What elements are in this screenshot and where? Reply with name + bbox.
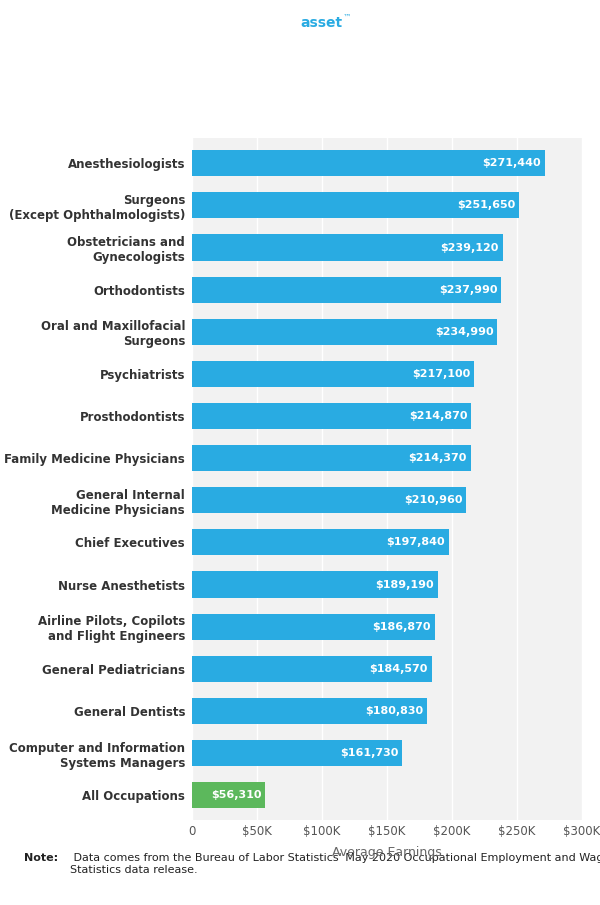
Bar	[192, 403, 472, 429]
X-axis label: Average Earnings: Average Earnings	[332, 846, 442, 859]
Bar	[192, 698, 427, 724]
Text: $214,870: $214,870	[409, 411, 467, 421]
Text: smart: smart	[254, 16, 300, 31]
Bar	[192, 361, 474, 387]
Text: Highest-Paying Jobs in the U.S.: Highest-Paying Jobs in the U.S.	[24, 63, 600, 98]
Bar	[192, 445, 470, 472]
Bar	[192, 487, 466, 513]
Text: $210,960: $210,960	[404, 495, 463, 505]
Text: $197,840: $197,840	[386, 538, 445, 548]
Text: Data comes from the Bureau of Labor Statistics' May 2020 Occupational Employment: Data comes from the Bureau of Labor Stat…	[70, 853, 600, 874]
Bar	[192, 529, 449, 556]
Text: Note:: Note:	[24, 853, 58, 863]
Text: ™: ™	[343, 13, 352, 22]
Bar	[192, 740, 402, 767]
Text: $184,570: $184,570	[370, 663, 428, 674]
Text: asset: asset	[300, 16, 342, 31]
Text: $271,440: $271,440	[482, 158, 541, 168]
Bar	[192, 150, 545, 176]
Bar	[192, 319, 497, 345]
Text: $161,730: $161,730	[340, 748, 398, 758]
Bar	[192, 782, 265, 808]
Text: $214,370: $214,370	[409, 453, 467, 463]
Bar	[192, 193, 519, 218]
Bar	[192, 277, 502, 302]
Bar	[192, 614, 435, 640]
Text: $234,990: $234,990	[435, 327, 494, 337]
Text: $186,870: $186,870	[373, 622, 431, 632]
Bar	[192, 571, 438, 597]
Text: $180,830: $180,830	[365, 706, 423, 716]
Text: $239,120: $239,120	[440, 243, 499, 252]
Text: $237,990: $237,990	[439, 285, 497, 295]
Bar	[192, 234, 503, 261]
Text: $217,100: $217,100	[412, 369, 470, 379]
Text: $56,310: $56,310	[211, 790, 262, 800]
Text: $189,190: $189,190	[376, 579, 434, 589]
Text: $251,650: $251,650	[457, 200, 515, 210]
Bar	[192, 656, 432, 681]
